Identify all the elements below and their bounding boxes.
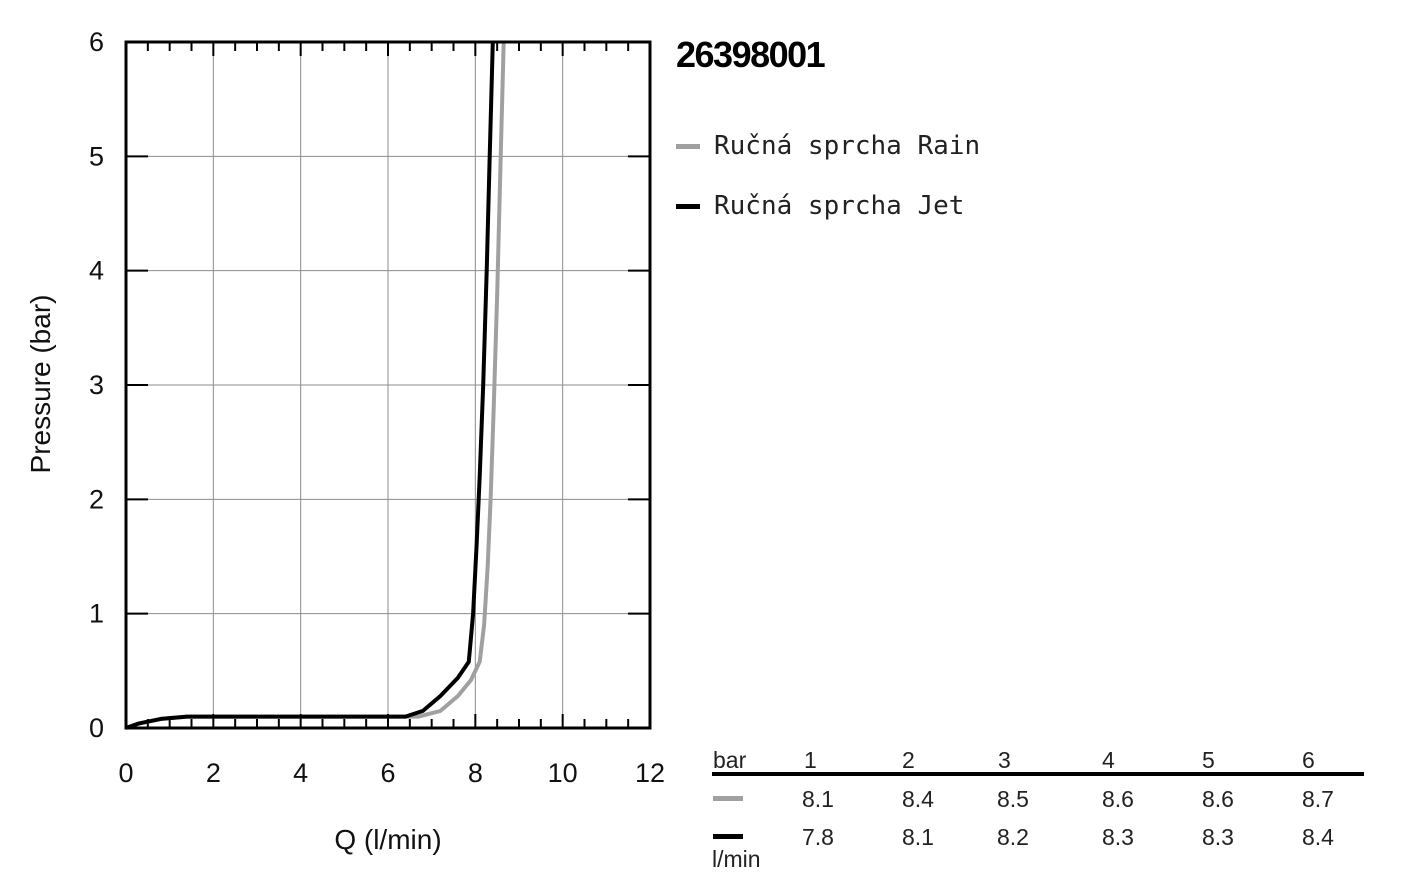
table-header-cell: 3: [998, 747, 1011, 773]
x-tick-label: 10: [548, 758, 578, 788]
table-cell: 8.4: [902, 786, 934, 812]
y-tick-label: 0: [89, 713, 104, 743]
table-cell: 7.8: [802, 824, 834, 850]
product-code: 26398001: [676, 34, 826, 75]
x-tick-label: 8: [468, 758, 483, 788]
table-cell: 8.7: [1302, 786, 1334, 812]
legend-label-jet: Ručná sprcha Jet: [714, 191, 965, 221]
table-swatch-jet: [713, 834, 743, 839]
table-header-cell: 4: [1102, 747, 1115, 773]
x-tick-label: 4: [293, 758, 308, 788]
y-tick-label: 5: [89, 141, 104, 171]
y-tick-label: 6: [89, 27, 104, 57]
x-axis-title: Q (l/min): [334, 824, 441, 855]
table-unit-label: l/min: [712, 846, 761, 872]
y-tick-label: 1: [89, 599, 104, 629]
table-cell: 8.3: [1202, 824, 1234, 850]
x-tick-label: 6: [380, 758, 395, 788]
legend-swatch-jet: [676, 203, 700, 209]
table-header-unit: bar: [713, 747, 747, 773]
series-line-jet: [125, 41, 495, 730]
table-cell: 8.1: [802, 786, 834, 812]
table-cell: 8.2: [997, 824, 1029, 850]
x-tick-label: 12: [635, 758, 665, 788]
table-header-cell: 5: [1202, 747, 1215, 773]
flow-table: bar 1 2 3 4 5 6 8.1 8.4 8.5 8.6 8.6 8.7 …: [712, 744, 1364, 872]
table-header-cell: 6: [1302, 747, 1315, 773]
y-tick-label: 3: [89, 370, 104, 400]
x-tick-label: 2: [206, 758, 221, 788]
table-cell: 8.1: [902, 824, 934, 850]
table-cell: 8.3: [1102, 824, 1134, 850]
table-swatch-rain: [713, 796, 743, 801]
legend-item-jet: Ručná sprcha Jet: [676, 176, 980, 236]
table-header-cell: 2: [902, 747, 915, 773]
y-tick-label: 2: [89, 484, 104, 514]
y-tick-label: 4: [89, 256, 104, 286]
table-row-rain: 8.1 8.4 8.5 8.6 8.6 8.7: [712, 776, 1364, 814]
table-header-cell: 1: [804, 747, 817, 773]
table-cell: 8.4: [1302, 824, 1334, 850]
table-header: bar 1 2 3 4 5 6: [712, 744, 1364, 776]
table-cell: 8.6: [1202, 786, 1234, 812]
grid: [126, 42, 650, 728]
table-cell: 8.5: [997, 786, 1029, 812]
legend-label-rain: Ručná sprcha Rain: [714, 131, 981, 161]
x-tick-label: 0: [118, 758, 133, 788]
series-lines: [125, 41, 506, 730]
legend-item-rain: Ručná sprcha Rain: [676, 116, 980, 176]
legend: Ručná sprcha Rain Ručná sprcha Jet: [676, 116, 980, 236]
plot-frame: [124, 40, 652, 730]
y-axis-title: Pressure (bar): [25, 295, 56, 474]
table-row-jet: 7.8 8.1 8.2 8.3 8.3 8.4: [712, 814, 1364, 852]
table-cell: 8.6: [1102, 786, 1134, 812]
legend-swatch-rain: [676, 143, 700, 149]
